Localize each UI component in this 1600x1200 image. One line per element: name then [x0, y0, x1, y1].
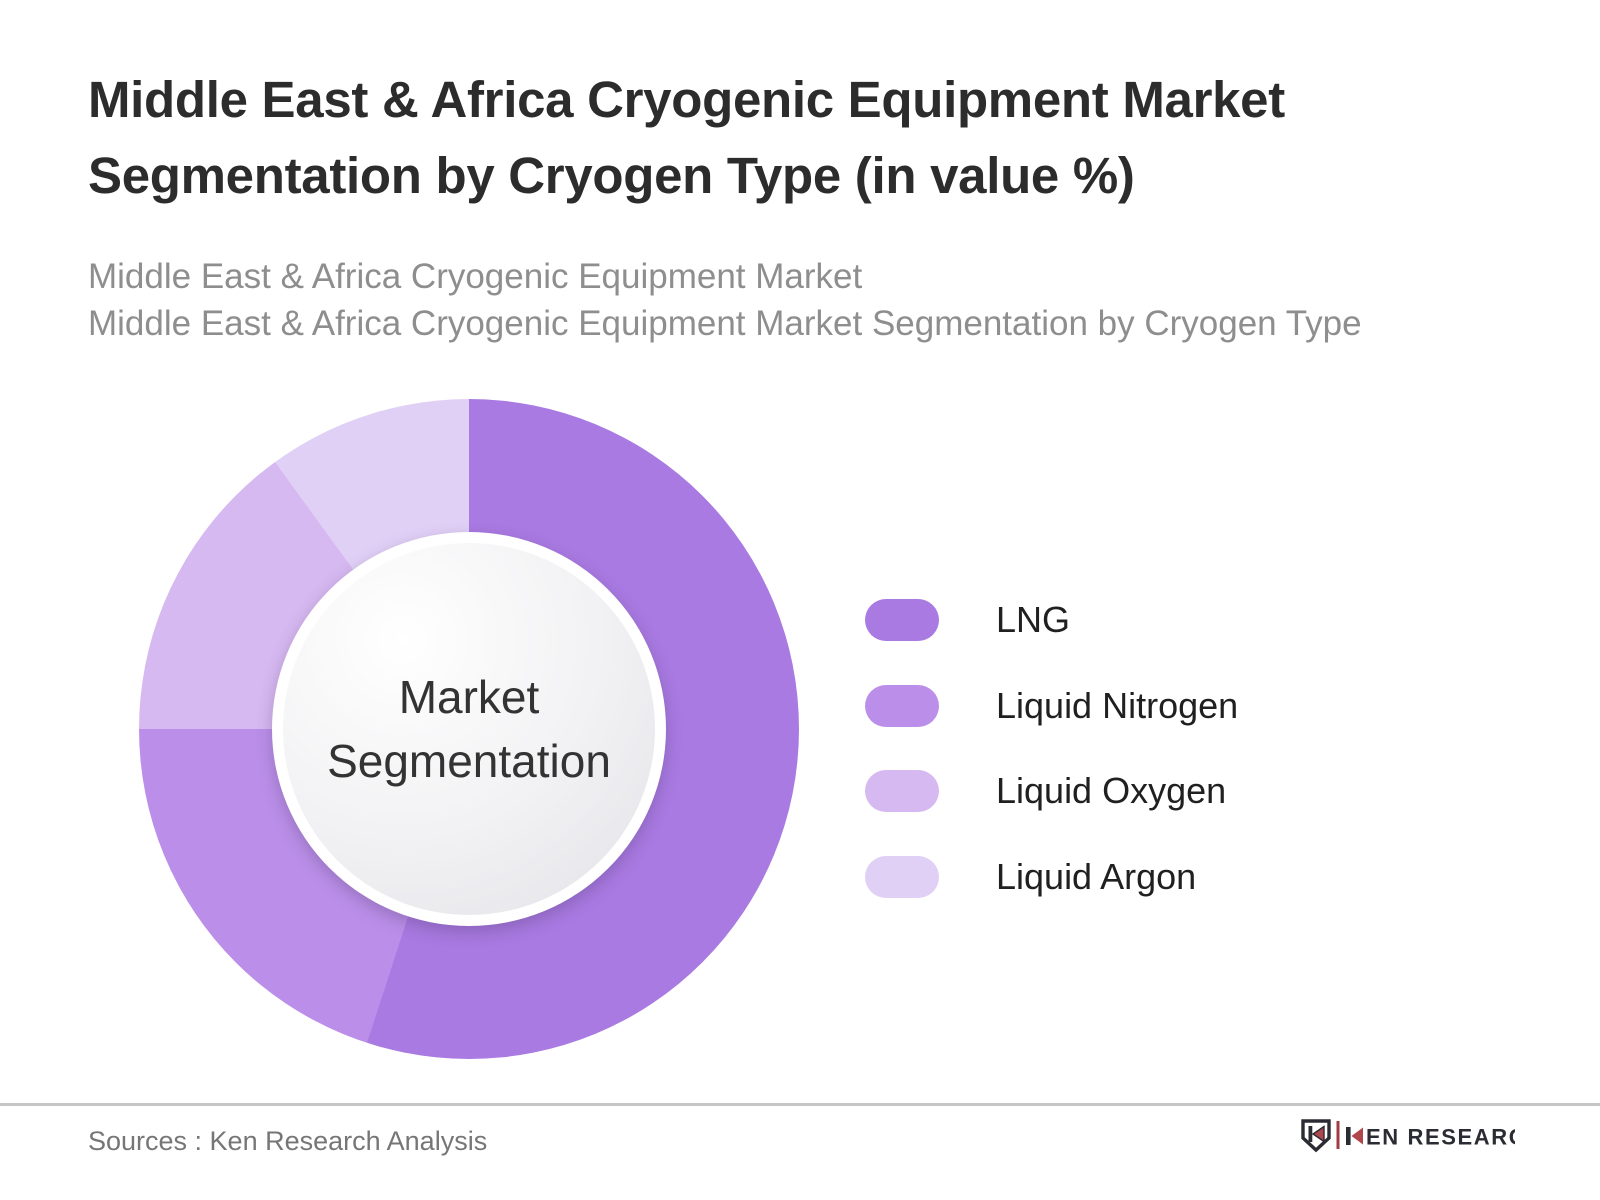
logo-letter-k: [1346, 1127, 1363, 1145]
chart-subtitle: Middle East & Africa Cryogenic Equipment…: [88, 253, 1362, 347]
subtitle-line-1: Middle East & Africa Cryogenic Equipment…: [88, 257, 863, 296]
donut-center-label: Market Segmentation: [327, 671, 611, 787]
legend-label-liquid-nitrogen: Liquid Nitrogen: [996, 685, 1239, 726]
legend-swatch-liquid-nitrogen: [865, 685, 939, 727]
legend-item-liquid-nitrogen: Liquid Nitrogen: [865, 685, 1238, 727]
legend-item-lng: LNG: [865, 599, 1070, 641]
legend-swatch-lng: [865, 599, 939, 641]
ken-research-logo: EN RESEARCH: [1301, 1119, 1515, 1153]
legend-label-liquid-argon: Liquid Argon: [996, 856, 1197, 897]
logo-separator-bar: [1336, 1121, 1340, 1149]
page-title: Middle East & Africa Cryogenic Equipment…: [88, 71, 1285, 204]
donut-center-circle: Market Segmentation: [283, 543, 655, 915]
source-text: Sources : Ken Research Analysis: [88, 1126, 488, 1156]
subtitle-line-2: Middle East & Africa Cryogenic Equipment…: [88, 304, 1362, 343]
legend-swatch-liquid-oxygen: [865, 770, 939, 812]
legend-swatch-liquid-argon: [865, 856, 939, 898]
donut-chart: Market Segmentation: [139, 399, 799, 1059]
footer-divider: [0, 1103, 1600, 1106]
ken-research-wordmark-text: EN RESEARCH: [1366, 1125, 1515, 1150]
legend-item-liquid-oxygen: Liquid Oxygen: [865, 770, 1226, 812]
legend-label-liquid-oxygen: Liquid Oxygen: [996, 770, 1227, 811]
shield-k-icon: [1301, 1119, 1331, 1153]
legend-item-liquid-argon: Liquid Argon: [865, 856, 1196, 898]
legend-label-lng: LNG: [996, 599, 1071, 640]
